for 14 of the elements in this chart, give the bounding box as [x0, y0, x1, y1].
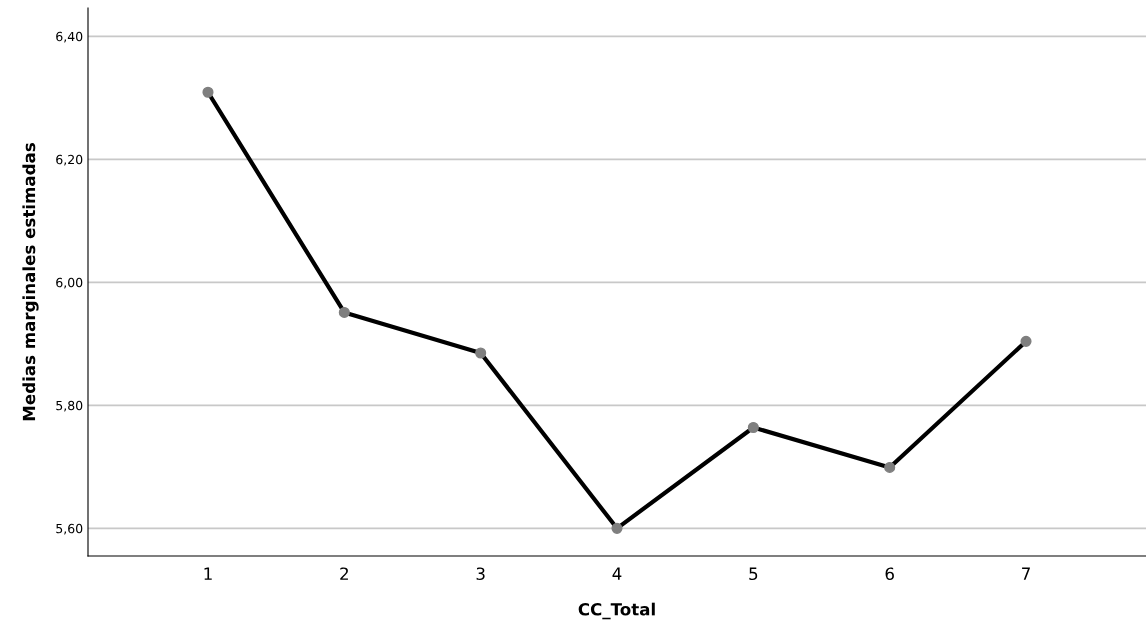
y-tick-label: 5,80 [56, 400, 83, 412]
y-tick-label: 5,60 [56, 523, 83, 535]
y-axis-title: Medias marginales estimadas [22, 143, 39, 421]
x-tick-label: 1 [204, 567, 212, 580]
x-tick-label: 3 [476, 567, 485, 581]
y-tick-label: 6,00 [56, 277, 83, 289]
y-tick-label: 6,40 [56, 31, 83, 43]
x-tick-label: 2 [340, 567, 348, 580]
x-tick-label: 5 [749, 567, 758, 581]
x-tick-label: 7 [1022, 567, 1030, 580]
y-tick-label: 6,20 [56, 154, 83, 166]
x-tick-label: 4 [612, 567, 622, 580]
x-axis-title: CC_Total [578, 602, 655, 620]
x-tick-label: 6 [885, 567, 894, 581]
